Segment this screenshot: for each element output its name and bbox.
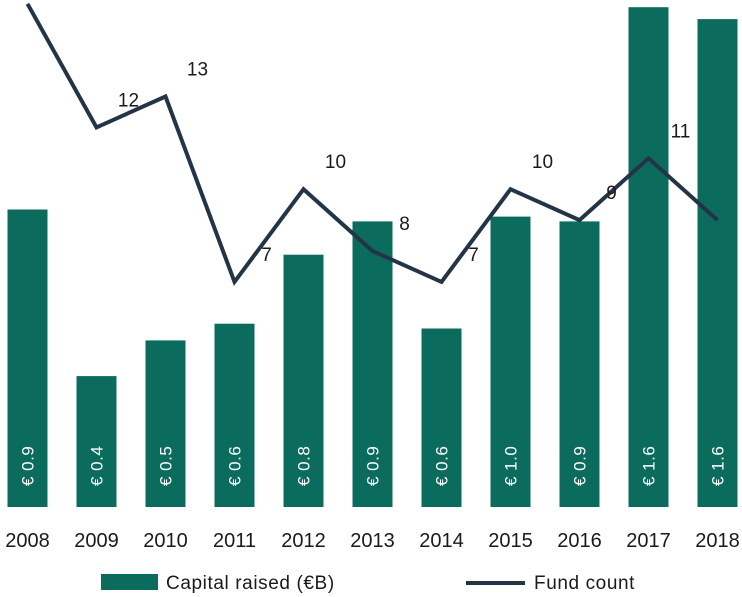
legend-label-fund-count: Fund count [534, 573, 635, 594]
bar-value-label-2012: € 0.8 [295, 446, 314, 486]
x-tick-label-2018: 2018 [695, 530, 740, 552]
fund-count-label-2011: 7 [261, 245, 272, 266]
bar-value-label-2016: € 0.9 [571, 446, 590, 486]
bar-2011 [214, 323, 255, 507]
bar-2017 [628, 7, 669, 507]
x-tick-label-2016: 2016 [557, 530, 602, 552]
bar-2013 [352, 221, 393, 507]
bar-value-label-2013: € 0.9 [364, 446, 383, 486]
bar-2016 [559, 221, 600, 507]
x-tick-label-2010: 2010 [143, 530, 188, 552]
bar-value-label-2008: € 0.9 [19, 446, 38, 486]
fund-count-label-2016: 9 [606, 183, 617, 204]
bar-2015 [490, 216, 531, 507]
fund-count-label-2009: 12 [118, 90, 139, 111]
bar-2012 [283, 254, 324, 507]
x-tick-label-2017: 2017 [626, 530, 671, 552]
bar-value-label-2018: € 1.6 [709, 446, 728, 486]
bar-value-label-2011: € 0.6 [226, 446, 245, 486]
x-tick-label-2015: 2015 [488, 530, 533, 552]
legend: Capital raised (€B) Fund count [101, 573, 635, 594]
bar-value-label-2010: € 0.5 [157, 446, 176, 486]
fund-count-label-2010: 13 [187, 60, 208, 81]
x-axis-labels: 2008 2009 2010 2011 2012 2013 2014 2015 2016 2017… [5, 530, 740, 552]
bar-value-label-2015: € 1.0 [502, 446, 521, 486]
bar-value-label-2009: € 0.4 [88, 446, 107, 486]
fund-count-line [25, 2, 719, 287]
legend-label-capital: Capital raised (€B) [166, 573, 335, 594]
x-tick-label-2012: 2012 [281, 530, 326, 552]
x-tick-label-2011: 2011 [213, 530, 256, 552]
fund-count-label-2013: 8 [399, 214, 410, 235]
bar-2018 [697, 19, 738, 507]
bar-2009 [76, 376, 117, 507]
bar-value-label-2017: € 1.6 [640, 446, 659, 486]
bar-labels: € 0.9 € 0.4 € 0.5 € 0.6 € 0.8 € 0.9 € 0.6 € 1.0… [19, 446, 728, 486]
line-series [25, 2, 719, 287]
legend-swatch-capital [101, 574, 158, 590]
bar-2014 [421, 328, 462, 507]
fund-count-label-2012: 10 [325, 152, 346, 173]
line-labels: 16121371087109119 [118, 60, 691, 266]
bar-value-label-2014: € 0.6 [433, 446, 452, 486]
x-tick-label-2014: 2014 [419, 530, 464, 552]
x-tick-label-2013: 2013 [350, 530, 395, 552]
bar-2010 [145, 340, 186, 507]
x-tick-label-2008: 2008 [5, 530, 50, 552]
fund-count-label-2015: 10 [532, 152, 553, 173]
bar-2008 [7, 209, 48, 507]
fund-count-label-2014: 7 [468, 245, 479, 266]
bar-series [7, 7, 738, 507]
fund-count-label-2017: 11 [671, 121, 691, 142]
x-tick-label-2009: 2009 [74, 530, 119, 552]
